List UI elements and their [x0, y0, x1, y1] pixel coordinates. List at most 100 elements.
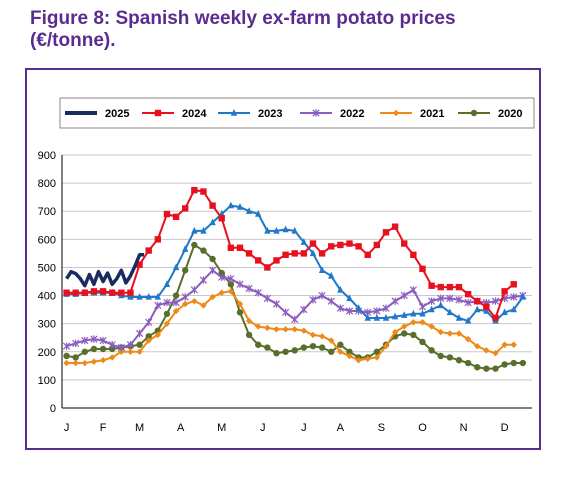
x-tick-label: J: [260, 422, 266, 434]
data-point: [501, 288, 508, 295]
data-point: [245, 250, 253, 257]
data-point: [182, 300, 189, 308]
data-point: [245, 317, 253, 325]
data-point: [474, 364, 481, 371]
data-point: [318, 266, 326, 273]
data-point: [227, 201, 235, 209]
data-point: [373, 241, 381, 249]
data-point: [145, 318, 153, 326]
data-point: [428, 347, 435, 354]
data-point: [382, 314, 390, 321]
data-point: [126, 341, 135, 349]
data-point: [300, 327, 308, 334]
chart-frame: [25, 68, 541, 450]
data-point: [455, 330, 463, 337]
data-point: [154, 236, 162, 243]
y-tick-label: 900: [38, 150, 56, 162]
data-point: [309, 249, 317, 257]
data-point: [209, 293, 216, 301]
data-point: [382, 229, 390, 236]
data-point: [227, 274, 235, 283]
data-point: [81, 336, 89, 345]
data-point: [318, 250, 326, 257]
data-point: [200, 226, 207, 234]
data-point: [72, 359, 79, 367]
data-point: [72, 289, 79, 296]
data-point: [245, 284, 253, 293]
x-tick-label: F: [100, 422, 107, 434]
data-point: [355, 243, 362, 250]
data-point: [401, 330, 408, 337]
data-point: [428, 282, 435, 289]
data-point: [418, 303, 427, 311]
data-point: [391, 223, 399, 230]
data-point: [346, 352, 353, 360]
data-point: [309, 331, 317, 339]
data-point: [328, 243, 335, 250]
data-point: [273, 349, 280, 357]
data-point: [519, 359, 527, 367]
data-point: [90, 335, 98, 343]
data-point: [364, 314, 371, 321]
data-point: [391, 328, 399, 336]
data-point: [474, 305, 481, 313]
data-point: [199, 276, 208, 284]
data-point: [510, 305, 517, 313]
data-point: [470, 109, 478, 117]
data-point: [501, 341, 508, 348]
data-point: [182, 205, 189, 212]
data-point: [200, 302, 207, 309]
data-point: [437, 352, 444, 360]
data-point: [172, 292, 180, 299]
data-point: [492, 349, 499, 357]
data-point: [455, 357, 463, 364]
data-point: [364, 355, 371, 363]
data-point: [72, 354, 79, 361]
data-point: [373, 354, 381, 361]
data-point: [318, 291, 326, 300]
data-point: [163, 320, 171, 327]
y-tick-label: 600: [38, 234, 56, 246]
data-point: [264, 264, 271, 271]
data-point: [437, 294, 445, 303]
data-point: [117, 343, 125, 352]
data-point: [63, 289, 70, 296]
data-point: [312, 109, 320, 117]
data-point: [90, 288, 98, 295]
x-tick-label: M: [217, 422, 226, 434]
data-point: [209, 202, 216, 209]
data-point: [236, 280, 244, 289]
data-point: [245, 207, 253, 214]
data-point: [281, 308, 290, 317]
data-point: [373, 307, 381, 315]
legend-box: [59, 97, 535, 129]
data-point: [510, 293, 518, 301]
data-point: [410, 309, 417, 317]
data-point: [446, 354, 454, 361]
data-point: [474, 297, 481, 305]
data-point: [419, 338, 426, 346]
data-point: [483, 365, 490, 372]
legend-label: 2022: [340, 108, 364, 120]
data-point: [400, 291, 408, 300]
x-tick-label: J: [64, 422, 70, 434]
data-point: [510, 281, 517, 288]
x-tick-label: J: [301, 422, 307, 434]
data-point: [446, 283, 454, 291]
data-point: [81, 359, 89, 367]
data-point: [255, 210, 262, 217]
data-point: [264, 226, 271, 234]
data-point: [437, 301, 444, 309]
data-point: [145, 337, 152, 344]
data-point: [318, 344, 326, 351]
data-point: [172, 307, 180, 315]
data-point: [309, 240, 317, 247]
data-point: [401, 311, 408, 318]
data-point: [337, 241, 344, 249]
data-point: [255, 341, 262, 348]
data-point: [282, 251, 289, 258]
data-point: [501, 361, 508, 368]
data-point: [118, 289, 125, 296]
data-point: [419, 309, 426, 317]
data-point: [446, 330, 454, 337]
